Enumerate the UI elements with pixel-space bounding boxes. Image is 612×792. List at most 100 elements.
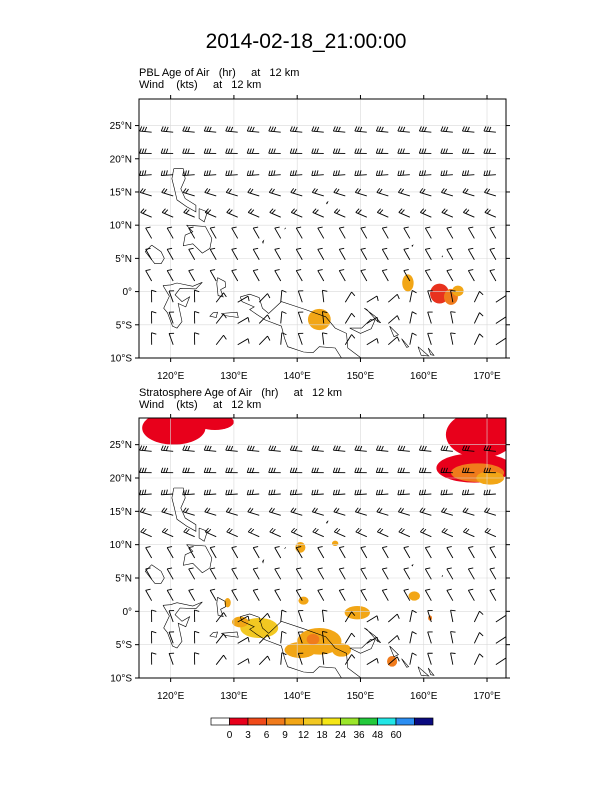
wind-barb — [397, 489, 410, 496]
longitude-tick-label: 120°E — [157, 691, 185, 702]
wind-barb — [183, 208, 195, 218]
wind-barb — [297, 610, 304, 623]
wind-barb — [344, 291, 356, 303]
wind-barb — [338, 269, 346, 282]
age-of-air-shading — [224, 598, 231, 608]
wind-barb — [398, 208, 411, 218]
wind-barb — [161, 208, 174, 218]
wind-barb — [332, 445, 346, 452]
wind-barb — [461, 148, 475, 154]
colorbar-label: 24 — [335, 730, 347, 741]
wind-barb — [409, 290, 417, 303]
colorbar-swatch — [321, 717, 341, 726]
wind-barb — [381, 588, 389, 601]
wind-barb — [274, 269, 282, 282]
wind-barb — [160, 170, 174, 177]
wind-barb — [268, 148, 281, 154]
wind-barb — [151, 332, 157, 345]
wind-barb — [489, 226, 497, 239]
wind-barb — [446, 588, 454, 601]
longitude-tick-label: 140°E — [284, 691, 312, 702]
wind-barb — [168, 332, 175, 345]
coastline — [216, 597, 227, 618]
colorbar-swatch — [340, 717, 360, 726]
colorbar-label: 3 — [245, 730, 251, 741]
wind-barb — [295, 247, 303, 260]
wind-barb — [204, 527, 217, 538]
wind-barb — [344, 334, 356, 345]
wind-barb — [440, 148, 453, 154]
wind-barb — [427, 631, 433, 644]
wind-barb — [295, 567, 303, 580]
wind-barb — [188, 588, 196, 601]
wind-barb — [225, 445, 238, 452]
wind-barb — [462, 188, 475, 197]
wind-barb — [246, 148, 260, 154]
wind-barb — [225, 507, 238, 516]
wind-barb — [145, 226, 153, 239]
wind-barb — [188, 269, 196, 282]
wind-barb — [139, 148, 152, 154]
coastline — [401, 338, 410, 348]
wind-barb — [495, 657, 506, 666]
wind-barb — [355, 527, 367, 538]
wind-barb — [418, 467, 432, 474]
latitude-tick-label: 15°N — [110, 507, 132, 518]
wind-barb — [151, 311, 157, 324]
colorbar-label: 12 — [298, 730, 310, 741]
colorbar-swatch — [229, 717, 249, 726]
wind-barb — [311, 148, 324, 154]
wind-barb — [427, 311, 433, 324]
wind-barb — [215, 334, 227, 345]
wind-barb — [473, 312, 484, 324]
wind-barb — [450, 311, 456, 324]
wind-barb — [182, 467, 195, 474]
panel-1-field-title: PBL Age of Air (hr) at 12 km — [139, 67, 300, 79]
wind-barb — [344, 632, 356, 644]
colorbar-label: 48 — [372, 730, 384, 741]
wind-barb — [209, 247, 217, 260]
wind-barb — [375, 170, 389, 177]
wind-barb — [140, 527, 152, 538]
wind-barb — [182, 148, 195, 154]
wind-barb — [397, 188, 410, 197]
wind-barb — [440, 126, 453, 133]
age-of-air-shading — [344, 606, 370, 620]
wind-barb — [420, 208, 432, 218]
wind-barb — [139, 507, 152, 516]
wind-barb — [280, 630, 287, 644]
age-of-air-shading — [284, 642, 317, 658]
wind-barb — [450, 289, 456, 303]
wind-barb — [274, 567, 282, 580]
wind-barb — [495, 337, 506, 346]
latitude-tick-label: 5°S — [116, 320, 133, 331]
coastline — [262, 239, 265, 244]
wind-barb — [225, 170, 238, 177]
wind-barb — [403, 567, 411, 580]
wind-barb — [375, 467, 389, 474]
wind-barb — [403, 588, 411, 601]
wind-barb — [333, 507, 346, 516]
wind-barb — [231, 247, 239, 260]
wind-barb — [450, 609, 456, 623]
wind-barb — [246, 467, 260, 474]
wind-barb — [366, 615, 379, 623]
wind-barb — [252, 567, 260, 580]
wind-barb — [473, 610, 484, 623]
wind-barb — [289, 467, 303, 474]
wind-barb — [354, 188, 367, 197]
wind-barb — [333, 527, 346, 538]
wind-barb — [427, 652, 433, 665]
wind-barb — [231, 567, 239, 580]
wind-barb — [441, 507, 453, 516]
wind-barb — [268, 489, 281, 496]
wind-barb — [484, 188, 497, 197]
wind-barb — [252, 247, 260, 260]
wind-barb — [193, 289, 200, 303]
latitude-tick-label: 10°S — [110, 674, 132, 685]
wind-barb — [290, 527, 303, 538]
wind-barb — [317, 588, 325, 601]
wind-barb — [268, 445, 281, 452]
wind-barb — [193, 332, 200, 345]
